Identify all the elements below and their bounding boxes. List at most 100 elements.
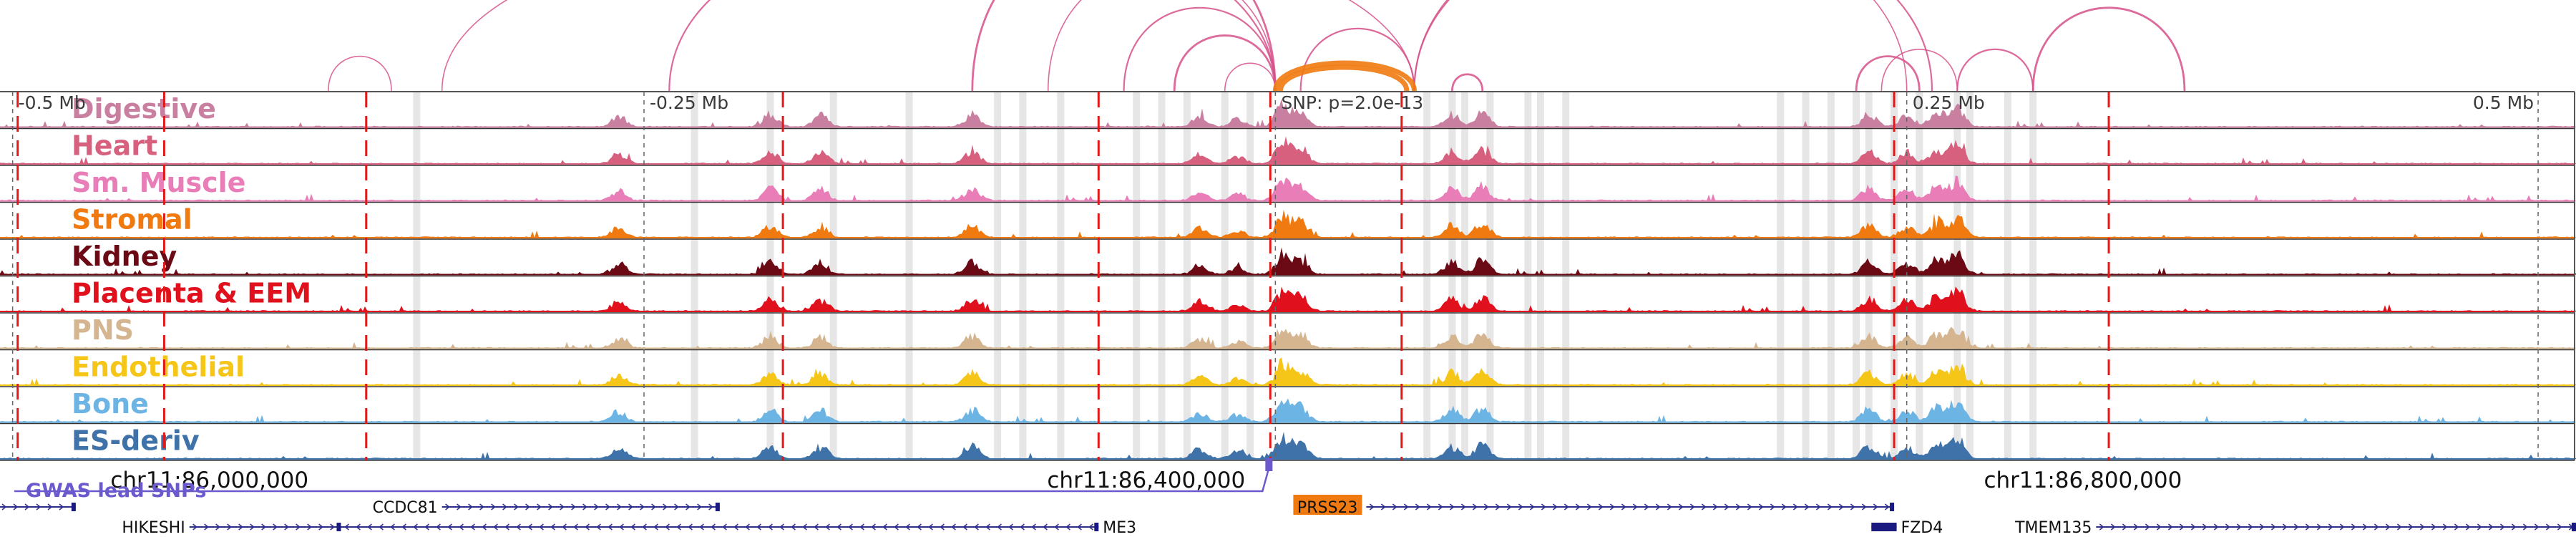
strand-arrow <box>1724 503 1729 511</box>
strand-arrow <box>2259 523 2265 531</box>
strand-arrow <box>560 503 565 511</box>
track-label: Heart <box>72 130 157 162</box>
strand-arrow <box>59 503 64 511</box>
strand-arrow <box>894 523 899 531</box>
track-label: Placenta & EEM <box>72 278 311 309</box>
track-signal <box>0 398 2576 422</box>
strand-arrow <box>791 523 796 531</box>
strand-arrow <box>686 503 691 511</box>
strand-arrow <box>962 523 967 531</box>
snp-loop-arc <box>1272 60 1417 92</box>
strand-arrow <box>825 523 830 531</box>
strand-arrow <box>573 523 578 531</box>
strand-arrow <box>2236 523 2242 531</box>
strand-arrow <box>1735 503 1741 511</box>
track: PNS <box>0 314 2576 351</box>
track-signal <box>0 247 2576 275</box>
strand-arrow <box>250 523 255 531</box>
strand-arrow <box>436 523 441 531</box>
loop-arc <box>1451 73 1484 92</box>
loop-arc <box>1173 34 1277 92</box>
strand-arrow <box>605 503 610 511</box>
strand-arrow <box>192 523 197 531</box>
strand-arrow <box>2122 523 2127 531</box>
strand-arrow <box>596 523 601 531</box>
strand-arrow <box>1438 503 1443 511</box>
strand-arrow <box>1506 503 1512 511</box>
strand-arrow <box>227 523 232 531</box>
track: Kidney <box>0 241 2576 277</box>
strand-arrow <box>447 523 452 531</box>
strand-arrow <box>1380 503 1386 511</box>
strand-arrow <box>527 523 532 531</box>
tick-label: 0.25 Mb <box>1913 92 1985 113</box>
strand-arrow <box>2351 523 2356 531</box>
strand-arrow <box>768 523 773 531</box>
strand-arrow <box>2099 523 2104 531</box>
strand-arrow <box>457 503 462 511</box>
strand-arrow <box>651 503 656 511</box>
strand-arrow <box>871 523 876 531</box>
strand-arrow <box>2316 523 2322 531</box>
strand-arrow <box>1054 523 1059 531</box>
strand-arrow <box>745 523 750 531</box>
strand-arrow <box>502 503 507 511</box>
strand-arrow <box>1392 503 1397 511</box>
strand-arrow <box>1873 503 1878 511</box>
track: Endothelial <box>0 352 2576 387</box>
loop-arc <box>1299 27 1415 92</box>
strand-arrow <box>2454 523 2459 531</box>
gene: TMEM135 <box>2014 519 2576 537</box>
strand-arrow <box>928 523 933 531</box>
strand-arrow <box>296 523 301 531</box>
track-label: PNS <box>72 314 134 346</box>
strand-arrow <box>525 503 530 511</box>
strand-arrow <box>997 523 1002 531</box>
strand-arrow <box>1 503 7 511</box>
strand-arrow <box>2419 523 2425 531</box>
strand-arrow <box>1770 503 1775 511</box>
strand-arrow <box>2465 523 2471 531</box>
strand-arrow <box>1369 503 1375 511</box>
strand-arrow <box>424 523 429 531</box>
track-label: Endothelial <box>72 352 245 383</box>
track: Heart <box>0 130 2576 166</box>
track: Digestive <box>0 93 2576 130</box>
track-signal <box>0 357 2576 385</box>
loop-arc <box>328 56 392 92</box>
gene-label: HIKESHI <box>122 519 185 537</box>
strand-arrow <box>401 523 406 531</box>
strand-arrow <box>802 523 807 531</box>
strand-arrow <box>665 523 670 531</box>
strand-arrow <box>1031 523 1036 531</box>
strand-arrow <box>2133 523 2139 531</box>
track-label: Digestive <box>72 93 216 125</box>
gene: CCDC81 <box>373 499 720 517</box>
strand-arrow <box>1426 503 1432 511</box>
strand-arrow <box>261 523 266 531</box>
loop-arc <box>1413 0 1908 92</box>
strand-arrow <box>2385 523 2391 531</box>
strand-arrow <box>1884 503 1890 511</box>
strand-arrow <box>1088 523 1093 531</box>
gwas-label: GWAS lead SNPs <box>26 480 206 502</box>
strand-arrow <box>2477 523 2482 531</box>
strand-arrow <box>548 503 553 511</box>
strand-arrow <box>630 523 635 531</box>
track-label: Sm. Muscle <box>72 167 245 198</box>
track-signal <box>0 98 2576 127</box>
strand-arrow <box>2373 523 2379 531</box>
strand-arrow <box>307 523 312 531</box>
strand-arrow <box>2328 523 2333 531</box>
tick-label: -0.5 Mb <box>19 92 86 113</box>
strand-arrow <box>779 523 784 531</box>
strand-arrow <box>47 503 53 511</box>
strand-arrow <box>413 523 418 531</box>
strand-arrow <box>2362 523 2368 531</box>
strand-arrow <box>356 523 361 531</box>
strand-arrow <box>330 523 335 531</box>
strand-arrow <box>1609 503 1615 511</box>
strand-arrow <box>985 523 990 531</box>
strand-arrow <box>1403 503 1409 511</box>
strand-arrow <box>2282 523 2288 531</box>
